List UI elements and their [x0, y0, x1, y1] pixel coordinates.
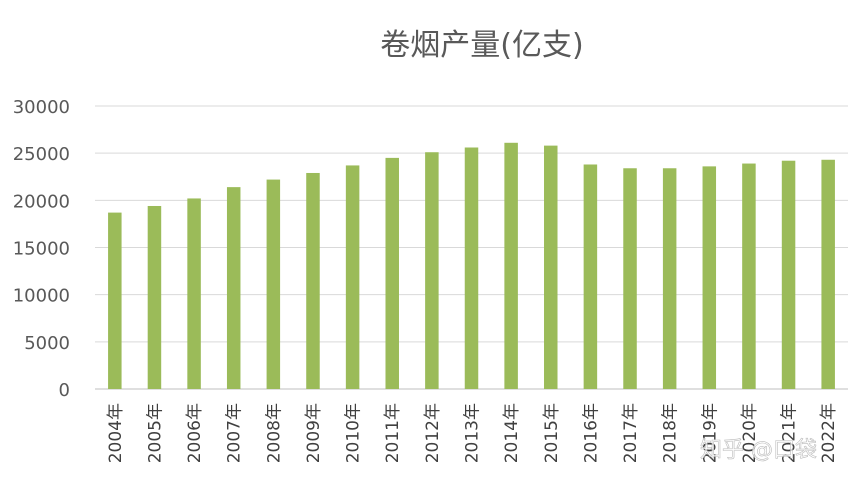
x-tick-label: 2004年	[106, 403, 126, 463]
x-tick-label: 2010年	[344, 403, 364, 463]
x-tick-label: 2011年	[383, 403, 403, 463]
bar	[345, 165, 360, 389]
bar	[226, 187, 241, 389]
bars	[108, 142, 835, 389]
x-tick-label: 2009年	[304, 403, 324, 463]
x-tick-label: 2022年	[819, 403, 839, 463]
bar	[583, 164, 598, 389]
bar	[266, 179, 281, 389]
x-tick-label: 2018年	[661, 403, 681, 463]
x-tick-label: 2007年	[225, 403, 245, 463]
bar	[385, 157, 399, 389]
x-tick-label: 2017年	[621, 403, 641, 463]
bar	[147, 205, 162, 389]
x-axis-ticks: 2004年 2005年 2006年 2007年 2008年 2009年 2010年 2011年…	[106, 403, 839, 463]
y-axis-ticks: 0 5000 10000 15000 20000 25000 30000	[13, 97, 70, 401]
y-tick-label: 5000	[24, 333, 70, 354]
y-tick-label: 20000	[13, 191, 70, 212]
bar	[504, 142, 518, 389]
bar	[821, 159, 835, 389]
bar	[464, 147, 479, 389]
bar	[306, 172, 320, 389]
x-tick-label: 2019年	[700, 403, 720, 463]
watermark: 知乎 @口袋	[700, 438, 817, 463]
bar	[742, 163, 756, 389]
y-tick-label: 15000	[13, 239, 70, 260]
bar	[662, 168, 677, 389]
bar	[544, 145, 558, 389]
y-tick-label: 25000	[13, 144, 70, 165]
x-tick-label: 2012年	[423, 403, 443, 463]
x-tick-label: 2016年	[581, 403, 601, 463]
bar	[781, 160, 796, 389]
x-tick-label: 2008年	[264, 403, 284, 463]
bar	[187, 198, 201, 389]
x-tick-label: 2014年	[502, 403, 522, 463]
bar	[425, 152, 439, 389]
chart-title: 卷烟产量(亿支)	[380, 28, 583, 63]
x-tick-label: 2020年	[740, 403, 760, 463]
bar	[108, 212, 122, 389]
y-tick-label: 10000	[13, 286, 70, 307]
bar	[702, 166, 717, 389]
x-tick-label: 2021年	[780, 403, 800, 463]
x-tick-label: 2005年	[145, 403, 165, 463]
x-tick-label: 2015年	[542, 403, 562, 463]
bar	[623, 168, 637, 389]
y-tick-label: 30000	[13, 97, 70, 118]
x-tick-label: 2013年	[463, 403, 483, 463]
x-tick-label: 2006年	[185, 403, 205, 463]
y-tick-label: 0	[59, 380, 70, 401]
